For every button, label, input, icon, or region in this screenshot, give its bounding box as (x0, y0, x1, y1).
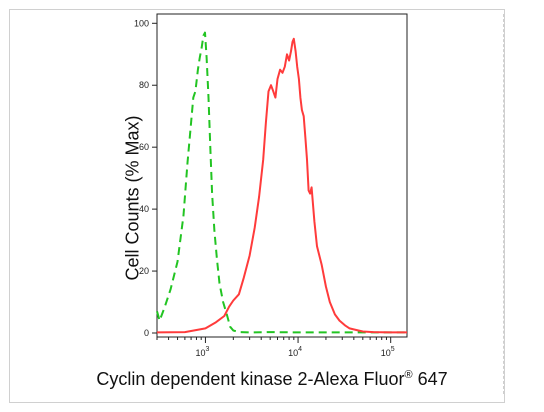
y-tick-label: 40 (139, 204, 149, 214)
y-tick-label: 60 (139, 142, 149, 152)
x-tick-label: 103 (195, 346, 209, 358)
control-series-line (156, 31, 407, 334)
y-tick-label: 0 (144, 328, 149, 338)
plot-frame (156, 13, 408, 338)
y-axis-title: Cell Counts (% Max) (122, 115, 143, 281)
sample-series-line (156, 37, 407, 334)
x-axis-title-suffix: 647 (412, 369, 448, 389)
x-tick-label: 105 (381, 346, 395, 358)
y-tick-label: 80 (139, 80, 149, 90)
y-tick-label: 20 (139, 266, 149, 276)
x-axis-title-main: Cyclin dependent kinase 2-Alexa Fluor (96, 369, 405, 389)
x-tick-label: 104 (288, 346, 302, 358)
side-divider (503, 14, 504, 394)
x-axis-title-mark: ® (404, 369, 413, 381)
x-axis-title: Cyclin dependent kinase 2-Alexa Fluor® 6… (0, 369, 544, 390)
y-tick-label: 100 (134, 18, 149, 28)
